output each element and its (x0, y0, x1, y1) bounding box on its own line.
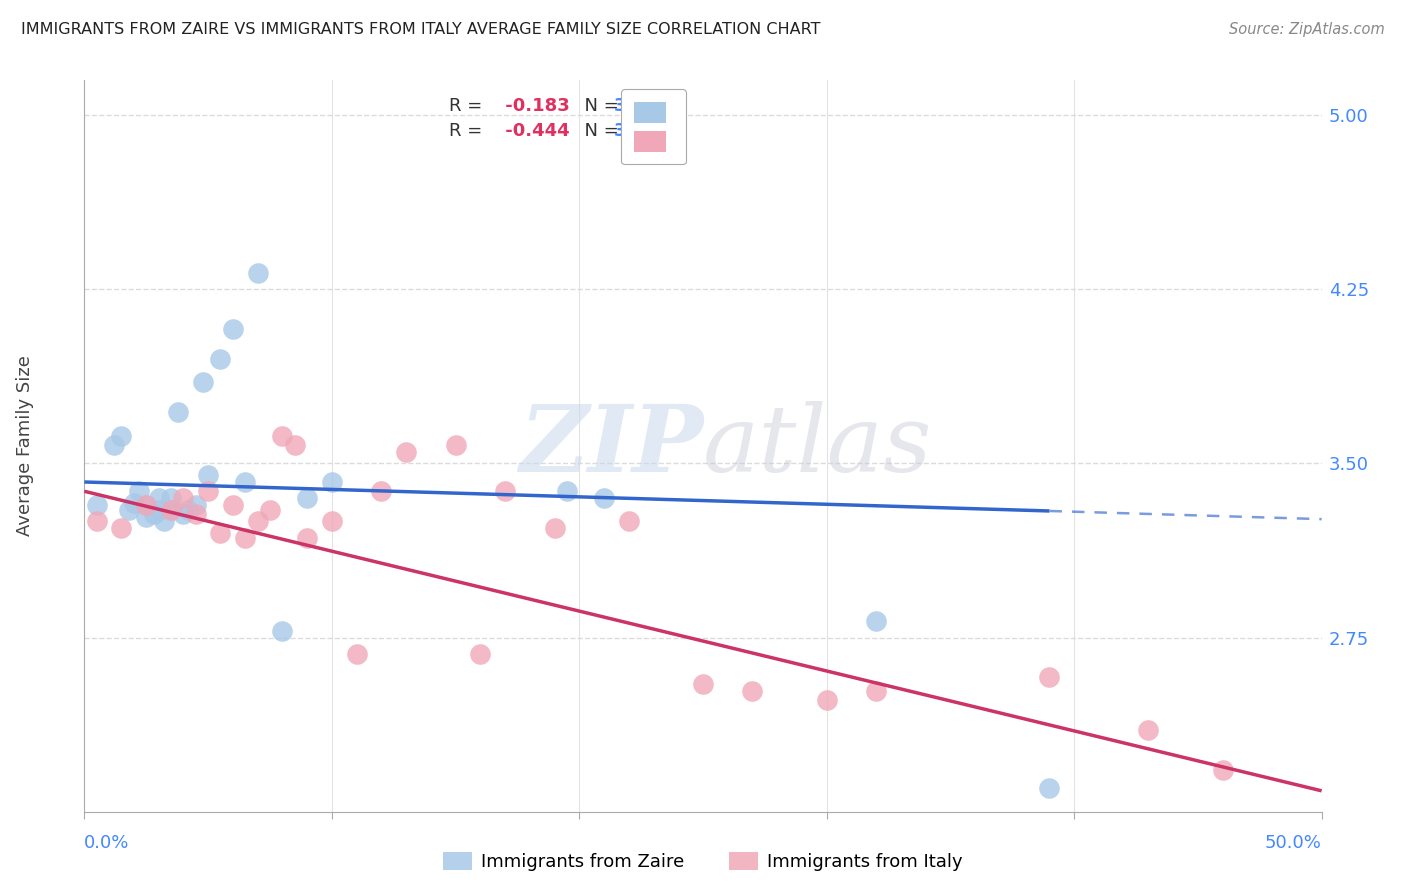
Text: -0.183: -0.183 (499, 97, 569, 115)
Point (259, 503, 281, 517)
Point (191, 375, 214, 389)
Text: N =: N = (574, 97, 624, 115)
Point (197, 484, 219, 499)
Point (122, 496, 145, 510)
Point (1038, 670, 1060, 684)
Point (865, 615, 887, 629)
Point (271, 428, 294, 442)
Point (395, 445, 418, 459)
Point (222, 322, 245, 336)
Point (172, 491, 194, 506)
Point (543, 521, 565, 535)
Point (246, 515, 269, 529)
Text: IMMIGRANTS FROM ZAIRE VS IMMIGRANTS FROM ITALY AVERAGE FAMILY SIZE CORRELATION C: IMMIGRANTS FROM ZAIRE VS IMMIGRANTS FROM… (21, 22, 821, 37)
Point (741, 684, 763, 698)
Point (233, 475, 256, 489)
Point (321, 515, 343, 529)
Point (172, 508, 194, 522)
Text: -0.444: -0.444 (499, 122, 569, 140)
Point (152, 515, 174, 529)
Point (370, 484, 392, 499)
Point (209, 526, 232, 541)
Point (617, 515, 640, 529)
Point (271, 624, 294, 638)
Text: 31: 31 (614, 122, 638, 140)
Point (295, 491, 318, 506)
Point (346, 647, 368, 661)
Legend: Immigrants from Zaire, Immigrants from Italy: Immigrants from Zaire, Immigrants from I… (436, 845, 970, 879)
Point (110, 521, 132, 535)
Point (321, 475, 343, 489)
Point (160, 491, 183, 506)
Point (494, 484, 516, 499)
Point (160, 503, 183, 517)
Point (1137, 723, 1160, 738)
Point (197, 468, 219, 483)
Point (692, 677, 714, 691)
Point (1212, 763, 1234, 777)
Point (135, 498, 157, 512)
Text: ZIP: ZIP (519, 401, 703, 491)
Text: 50.0%: 50.0% (1265, 834, 1322, 852)
Point (470, 647, 492, 661)
Point (284, 438, 307, 452)
Point (110, 428, 132, 442)
Point (118, 503, 141, 517)
Text: R =: R = (450, 97, 488, 115)
Text: Average Family Size: Average Family Size (17, 356, 34, 536)
Text: R =: R = (450, 122, 488, 140)
Point (103, 438, 125, 452)
Point (86, 515, 108, 529)
Point (209, 351, 232, 366)
Text: 31: 31 (614, 97, 638, 115)
Point (160, 503, 183, 517)
Point (815, 693, 838, 707)
Point (177, 503, 200, 517)
Text: Source: ZipAtlas.com: Source: ZipAtlas.com (1229, 22, 1385, 37)
Point (1038, 781, 1060, 796)
Point (444, 438, 467, 452)
Legend: , : , (621, 89, 686, 164)
Point (135, 498, 157, 512)
Point (148, 503, 170, 517)
Point (593, 491, 616, 506)
Point (184, 498, 207, 512)
Point (148, 491, 170, 506)
Point (222, 498, 245, 512)
Point (555, 484, 578, 499)
Text: N =: N = (574, 122, 624, 140)
Point (86, 498, 108, 512)
Point (128, 484, 150, 499)
Text: atlas: atlas (703, 401, 932, 491)
Point (184, 508, 207, 522)
Point (233, 531, 256, 545)
Point (135, 509, 157, 524)
Point (246, 266, 269, 280)
Point (295, 531, 318, 545)
Point (167, 405, 190, 419)
Text: 0.0%: 0.0% (84, 834, 129, 852)
Point (142, 508, 165, 522)
Point (865, 684, 887, 698)
